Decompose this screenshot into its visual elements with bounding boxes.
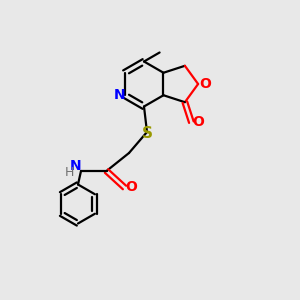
Text: S: S [142, 126, 152, 141]
Text: O: O [199, 77, 211, 91]
Text: H: H [65, 166, 74, 179]
Text: O: O [125, 181, 137, 194]
Text: O: O [192, 115, 204, 129]
Text: N: N [70, 160, 81, 173]
Text: N: N [113, 88, 125, 102]
